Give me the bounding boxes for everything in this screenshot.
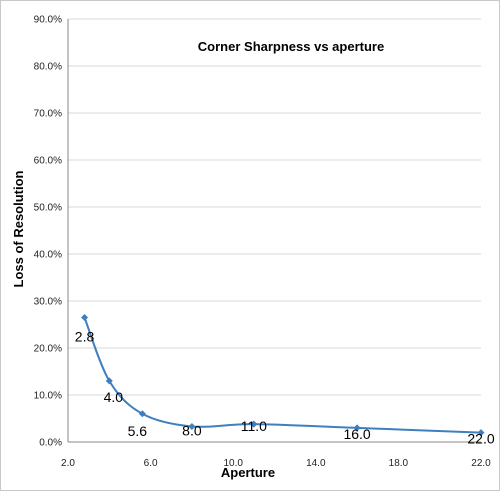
x-axis-label: Aperture [221,465,275,480]
x-tick-label: 22.0 [471,458,491,469]
data-point-marker [188,422,196,430]
x-tick-label: 6.0 [144,458,158,469]
data-point-marker [477,429,485,437]
y-tick-label: 90.0% [34,15,62,26]
axes [67,19,481,443]
data-label: 11.0 [241,418,267,434]
x-tick-label: 10.0 [223,458,243,469]
data-label: 22.0 [467,431,494,447]
data-label: 16.0 [343,426,370,442]
data-point-marker [353,424,361,432]
x-tick-label: 14.0 [306,458,326,469]
gridlines [68,18,481,396]
data-point-marker [81,313,89,321]
y-tick-label: 10.0% [34,391,62,402]
data-label: 8.0 [182,422,202,438]
y-tick-label: 30.0% [34,297,62,308]
y-tick-label: 0.0% [39,438,62,449]
y-tick-label: 60.0% [34,156,62,167]
y-tick-labels: 0.0% 10.0% 20.0% 30.0% 40.0% 50.0% 60.0% 70.0% 8… [34,15,62,449]
y-axis-label: Loss of Resolution [11,170,26,287]
data-labels: 2.8 4.0 5.6 8.0 11.0 16.0 22.0 [75,328,495,446]
x-tick-label: 2.0 [61,458,75,469]
data-point-marker [250,420,258,428]
y-tick-label: 50.0% [34,203,62,214]
data-point-marker [105,377,113,385]
x-tick-label: 18.0 [389,458,409,469]
chart-title: Corner Sharpness vs aperture [198,39,384,54]
y-tick-label: 40.0% [34,250,62,261]
x-tick-labels: 2.0 6.0 10.0 14.0 18.0 22.0 [61,458,491,469]
y-tick-label: 80.0% [34,62,62,73]
data-label: 4.0 [104,389,124,405]
data-label: 5.6 [128,423,148,439]
y-tick-label: 20.0% [34,344,62,355]
y-tick-label: 70.0% [34,109,62,120]
data-label: 2.8 [75,328,95,344]
data-markers [81,313,485,437]
data-point-marker [138,410,146,418]
